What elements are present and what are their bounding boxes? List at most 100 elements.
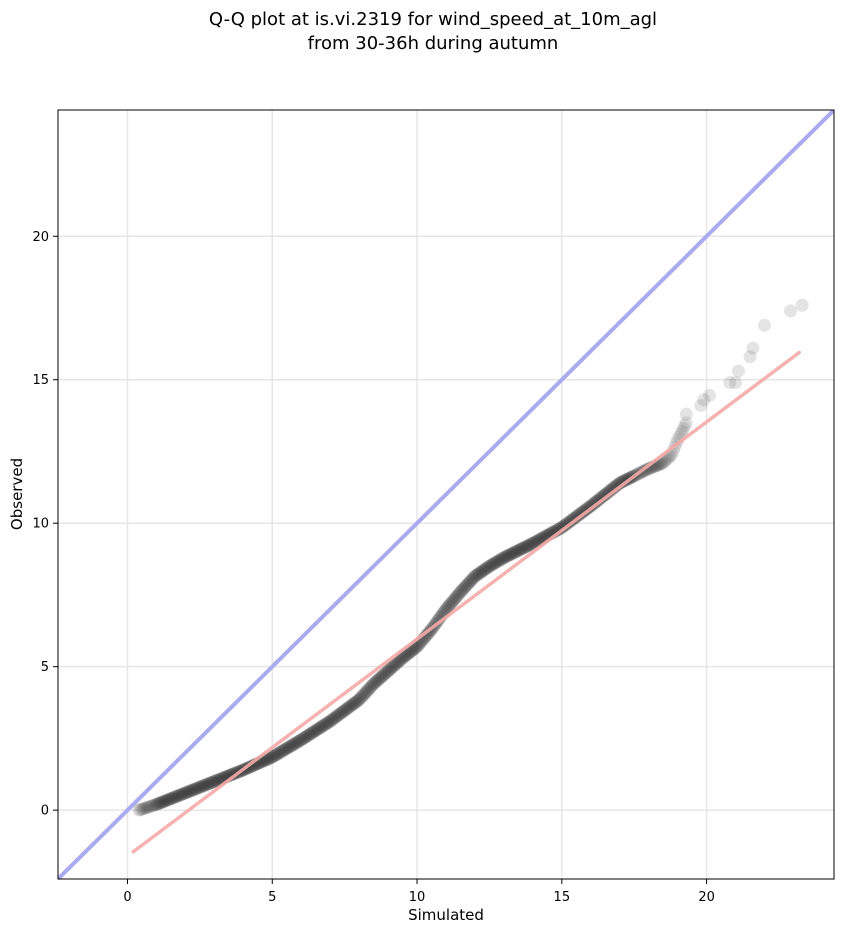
scatter-point [592, 492, 606, 506]
scatter-point [187, 782, 201, 796]
scatter-point [147, 798, 161, 812]
scatter-point [281, 741, 295, 755]
scatter-point [342, 700, 356, 714]
axis-ticks: 0 5 10 15 20 0 5 10 15 20 [32, 230, 714, 905]
scatter-point [245, 759, 259, 773]
scatter-point [355, 690, 369, 704]
scatter-point [377, 668, 391, 682]
scatter-point [351, 694, 365, 708]
scatter-point [139, 801, 153, 815]
scatter-point [445, 595, 459, 609]
scatter-point-tail [731, 364, 745, 378]
scatter-point [343, 699, 357, 713]
scatter-point [519, 540, 533, 554]
scatter-point [524, 537, 538, 551]
scatter-point [495, 551, 509, 565]
scatter-point [151, 797, 165, 811]
scatter-point [508, 545, 522, 559]
scatter-point [507, 546, 521, 560]
scatter-point [283, 740, 297, 754]
scatter-point [328, 711, 342, 725]
scatter-point [191, 781, 205, 795]
scatter-point [189, 782, 203, 796]
x-tick-label: 5 [268, 890, 276, 905]
scatter-point [658, 455, 672, 469]
scatter-point [261, 752, 275, 766]
scatter-point [157, 795, 171, 809]
scatter-point [398, 649, 412, 663]
scatter-point [300, 729, 314, 743]
scatter-point [325, 713, 339, 727]
scatter-point [362, 682, 376, 696]
scatter-point [597, 489, 611, 503]
scatter-point [358, 686, 372, 700]
scatter-point [288, 736, 302, 750]
scatter-point [134, 803, 148, 817]
scatter-point [656, 456, 670, 470]
scatter-point [514, 542, 528, 556]
scatter-point [326, 712, 340, 726]
y-tick-label: 20 [32, 230, 49, 245]
scatter-point [480, 561, 494, 575]
y-tick-label: 10 [32, 517, 49, 532]
scatter-point [202, 777, 216, 791]
scatter-point [380, 665, 394, 679]
scatter-point [482, 559, 496, 573]
scatter-point [504, 547, 518, 561]
scatter-point [527, 535, 541, 549]
scatter-point [174, 788, 188, 802]
scatter-point [381, 664, 395, 678]
scatter-point-tail [758, 318, 772, 332]
scatter-point [526, 536, 540, 550]
scatter-point [322, 715, 336, 729]
scatter-point-tail [746, 341, 760, 355]
scatter-point [443, 597, 457, 611]
scatter-point-tail [694, 399, 708, 413]
scatter-point [317, 718, 331, 732]
scatter-point [511, 543, 525, 557]
scatter-point [493, 553, 507, 567]
scatter-point [170, 789, 184, 803]
scatter-point [384, 661, 398, 675]
scatter-point [500, 549, 514, 563]
scatter-point [310, 723, 324, 737]
scatter-point [367, 677, 381, 691]
scatter-point [485, 558, 499, 572]
scatter-point [439, 602, 453, 616]
scatter-point [465, 572, 479, 586]
scatter-point [397, 650, 411, 664]
scatter-point [440, 601, 454, 615]
identity-line [58, 110, 834, 879]
scatter-point [210, 773, 224, 787]
x-tick-label: 0 [123, 890, 131, 905]
scatter-point [336, 704, 350, 718]
scatter-point [391, 655, 405, 669]
scatter-point [396, 651, 410, 665]
scatter-point [267, 749, 281, 763]
scatter-point [522, 538, 536, 552]
scatter-point [461, 577, 475, 591]
scatter-point [199, 778, 213, 792]
scatter-point [388, 658, 402, 672]
y-axis-label: Observed [8, 458, 26, 530]
scatter-point [177, 786, 191, 800]
scatter-point [464, 574, 478, 588]
scatter-point [598, 488, 612, 501]
scatter-point [303, 727, 317, 741]
fit-line [131, 350, 802, 854]
scatter-point [333, 707, 347, 721]
scatter-point [148, 798, 162, 812]
scatter-point [370, 674, 384, 688]
scatter-point [420, 628, 434, 642]
scatter-point [164, 792, 178, 806]
scatter-point [320, 716, 334, 730]
scatter-point [154, 796, 168, 810]
scatter-point [346, 697, 360, 711]
scatter-point [374, 670, 388, 684]
x-tick-label: 15 [554, 890, 571, 905]
scatter-point [193, 780, 207, 794]
scatter-point [301, 728, 315, 742]
scatter-point [393, 654, 407, 668]
scatter-point [356, 688, 370, 702]
scatter-point [487, 557, 501, 571]
